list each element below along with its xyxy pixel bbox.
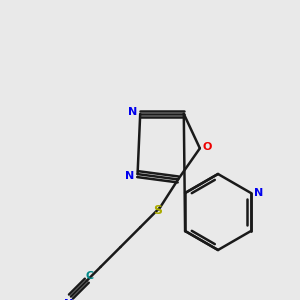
Text: O: O: [202, 142, 212, 152]
Text: S: S: [154, 204, 163, 217]
Text: N: N: [64, 298, 74, 300]
Text: N: N: [254, 188, 263, 198]
Text: C: C: [86, 271, 94, 281]
Text: N: N: [128, 107, 137, 117]
Text: N: N: [125, 171, 134, 181]
